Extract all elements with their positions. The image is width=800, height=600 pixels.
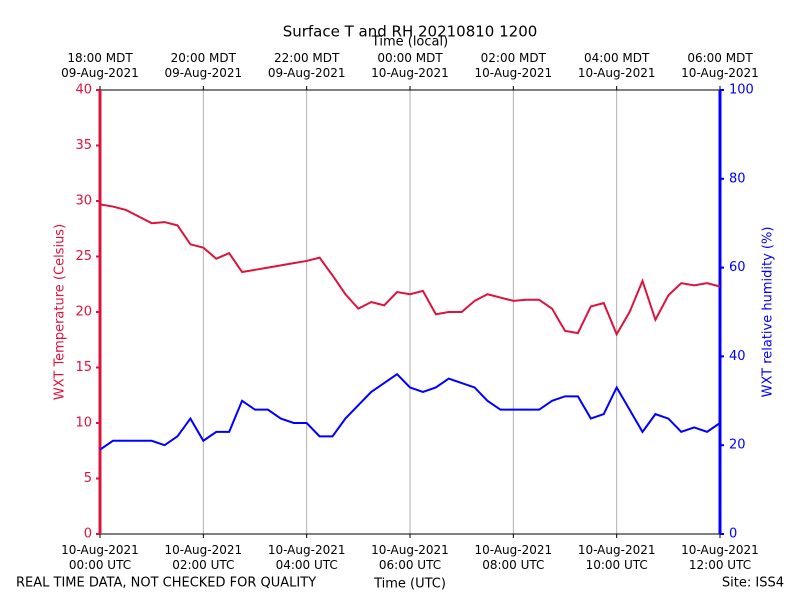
y2-tick-label: 0 [729, 527, 737, 542]
x2-tick-label-line: 09-Aug-2021 [165, 66, 243, 80]
x2-tick-label-line: 00:00 MDT [377, 51, 443, 65]
y-tick-label: 25 [75, 249, 92, 264]
x2-tick-label: 22:00 MDT 09-Aug-2021 [268, 51, 346, 80]
x-tick-label-line: 10-Aug-2021 [681, 543, 759, 557]
x-tick-label-line: 12:00 UTC [689, 558, 751, 572]
y2-tick-label: 20 [729, 438, 746, 453]
x-tick-label: 10-Aug-2021 00:00 UTC [61, 543, 139, 572]
y-tick-label: 10 [75, 416, 92, 431]
x2-tick-label: 02:00 MDT 10-Aug-2021 [475, 51, 553, 80]
series-line [99, 203, 721, 337]
x2-tick-label: 18:00 MDT 09-Aug-2021 [61, 51, 139, 80]
y2-tick-label: 60 [729, 260, 746, 275]
y-tick-label: 15 [75, 360, 92, 375]
x-tick-label-line: 10:00 UTC [586, 558, 648, 572]
x-tick-label-line: 10-Aug-2021 [268, 543, 346, 557]
x2-tick-label-line: 04:00 MDT [584, 51, 650, 65]
chart-title: Surface T and RH 20210810 1200 [283, 23, 538, 41]
x2-tick-label: 06:00 MDT 10-Aug-2021 [681, 51, 759, 80]
x-tick-label-line: 00:00 UTC [69, 558, 131, 572]
x-tick-label: 10-Aug-2021 06:00 UTC [371, 543, 449, 572]
x2-tick-label: 04:00 MDT 10-Aug-2021 [578, 51, 656, 80]
x-tick-label: 10-Aug-2021 08:00 UTC [475, 543, 553, 572]
x2-tick-label-line: 09-Aug-2021 [61, 66, 139, 80]
x-axis-label: Time (UTC) [373, 577, 446, 592]
x-tick-label-line: 10-Aug-2021 [475, 543, 553, 557]
x2-tick-label: 00:00 MDT 10-Aug-2021 [371, 51, 449, 80]
x-tick-label-line: 04:00 UTC [276, 558, 338, 572]
footer-note: REAL TIME DATA, NOT CHECKED FOR QUALITY [16, 576, 316, 591]
y-tick-label: 0 [84, 527, 92, 542]
x-tick-label-line: 02:00 UTC [172, 558, 234, 572]
y2-axis-label: WXT relative humidity (%) [761, 227, 776, 398]
x2-tick-label-line: 10-Aug-2021 [578, 66, 656, 80]
y2-tick-label: 80 [729, 171, 746, 186]
x2-tick-label-line: 06:00 MDT [687, 51, 753, 65]
x2-tick-label-line: 18:00 MDT [67, 51, 133, 65]
x2-tick-label-line: 02:00 MDT [481, 51, 547, 65]
x-tick-label-line: 08:00 UTC [482, 558, 544, 572]
x-tick-label-line: 10-Aug-2021 [61, 543, 139, 557]
x-tick-label: 10-Aug-2021 02:00 UTC [165, 543, 243, 572]
x2-tick-label: 20:00 MDT 09-Aug-2021 [165, 51, 243, 80]
x-tick-label-line: 10-Aug-2021 [371, 543, 449, 557]
site-label: Site: ISS4 [722, 576, 784, 591]
x2-tick-label-line: 22:00 MDT [274, 51, 340, 65]
x-tick-label-line: 10-Aug-2021 [578, 543, 656, 557]
x2-tick-label-line: 10-Aug-2021 [475, 66, 553, 80]
y2-tick-label: 40 [729, 349, 746, 364]
y-tick-label: 5 [84, 471, 92, 486]
y-tick-label: 30 [75, 194, 92, 209]
x2-tick-label-line: 10-Aug-2021 [371, 66, 449, 80]
series-line [99, 372, 721, 451]
x-tick-label-line: 06:00 UTC [379, 558, 441, 572]
x-tick-label: 10-Aug-2021 12:00 UTC [681, 543, 759, 572]
x2-tick-label-line: 20:00 MDT [171, 51, 237, 65]
x2-tick-label-line: 09-Aug-2021 [268, 66, 346, 80]
x-tick-label-line: 10-Aug-2021 [165, 543, 243, 557]
x2-tick-label-line: 10-Aug-2021 [681, 66, 759, 80]
y-tick-label: 40 [75, 83, 92, 98]
y-axis-label: WXT Temperature (Celsius) [53, 224, 68, 400]
y-tick-label: 20 [75, 305, 92, 320]
y2-tick-label: 100 [729, 83, 754, 98]
x-tick-label: 10-Aug-2021 04:00 UTC [268, 543, 346, 572]
x-tick-label: 10-Aug-2021 10:00 UTC [578, 543, 656, 572]
y-tick-label: 35 [75, 138, 92, 153]
top-axis-label: Time (local) [371, 35, 448, 50]
